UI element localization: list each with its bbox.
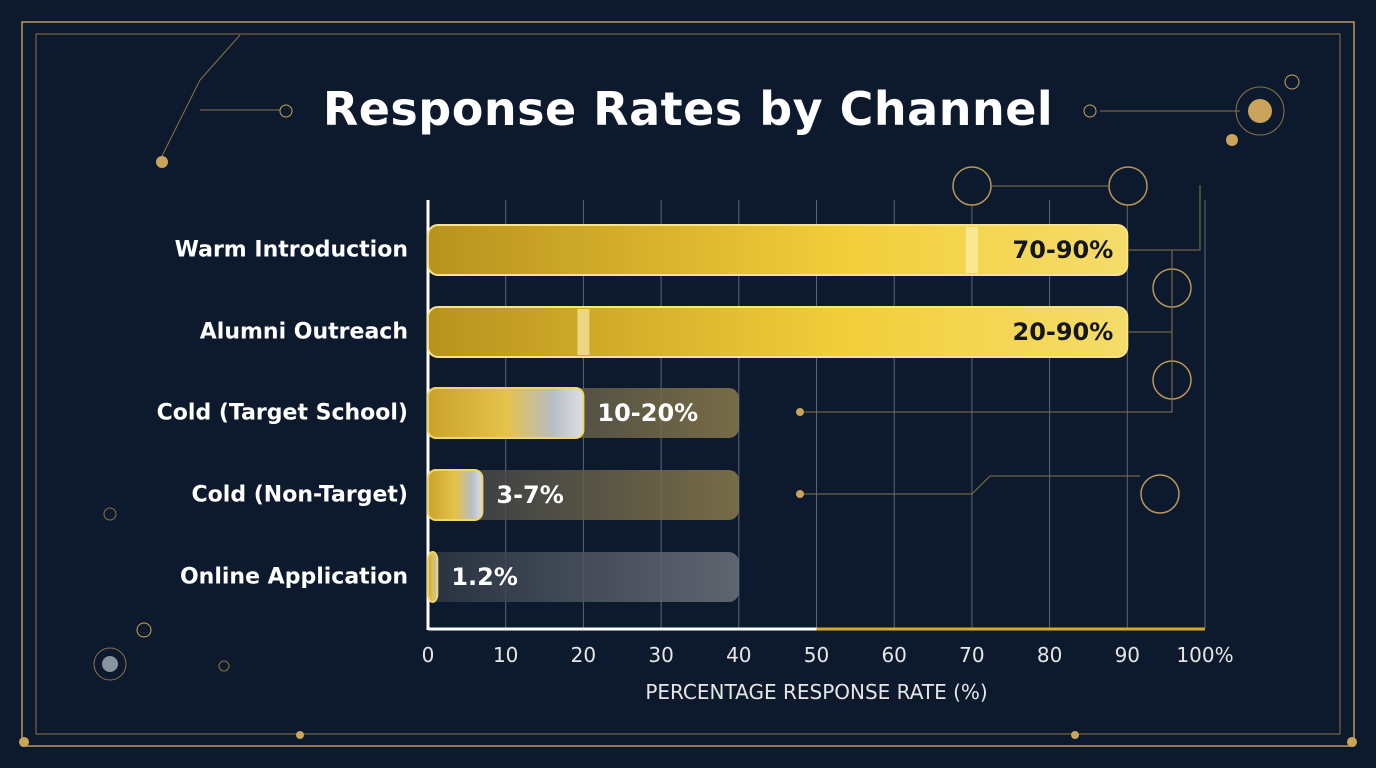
bar bbox=[427, 306, 1129, 358]
bar-track bbox=[428, 552, 739, 602]
data-label: 20-90% bbox=[1012, 318, 1114, 346]
x-tick-label: 70 bbox=[959, 643, 985, 667]
bar bbox=[427, 469, 484, 521]
x-tick-label: 20 bbox=[570, 643, 597, 667]
x-tick-label: 0 bbox=[421, 643, 435, 667]
category-label: Cold (Non-Target) bbox=[191, 482, 408, 508]
share-icon bbox=[952, 166, 992, 206]
share-icon bbox=[1108, 166, 1148, 206]
bar-range-marker bbox=[965, 227, 978, 273]
x-axis-label: PERCENTAGE RESPONSE RATE (%) bbox=[645, 680, 988, 704]
category-label: Online Application bbox=[179, 564, 408, 590]
connector-dot bbox=[796, 490, 804, 498]
data-label: 70-90% bbox=[1012, 236, 1114, 264]
connector-dot bbox=[796, 408, 804, 416]
bar-track bbox=[428, 470, 739, 520]
x-tick-label: 30 bbox=[648, 643, 674, 667]
data-label: 1.2% bbox=[451, 563, 518, 591]
x-tick-label: 100% bbox=[1176, 643, 1234, 667]
x-tick-label: 80 bbox=[1036, 643, 1063, 667]
share-icon bbox=[1140, 474, 1180, 514]
data-label: 10-20% bbox=[597, 399, 699, 427]
x-tick-label: 50 bbox=[803, 643, 830, 667]
data-label: 3-7% bbox=[496, 481, 564, 509]
x-tick-label: 10 bbox=[492, 643, 519, 667]
chart-title: Response Rates by Channel bbox=[322, 82, 1054, 136]
bar bbox=[427, 551, 439, 603]
x-tick-label: 60 bbox=[881, 643, 907, 667]
bar bbox=[427, 224, 1129, 276]
x-tick-label: 90 bbox=[1114, 643, 1141, 667]
connector-line bbox=[800, 249, 1173, 413]
bar-range-marker bbox=[577, 309, 590, 355]
x-tick-label: 40 bbox=[726, 643, 752, 667]
category-label: Alumni Outreach bbox=[199, 319, 408, 345]
connector-line bbox=[800, 475, 1140, 495]
category-label: Warm Introduction bbox=[174, 237, 408, 263]
category-label: Cold (Target School) bbox=[156, 400, 408, 426]
bar bbox=[427, 387, 585, 439]
